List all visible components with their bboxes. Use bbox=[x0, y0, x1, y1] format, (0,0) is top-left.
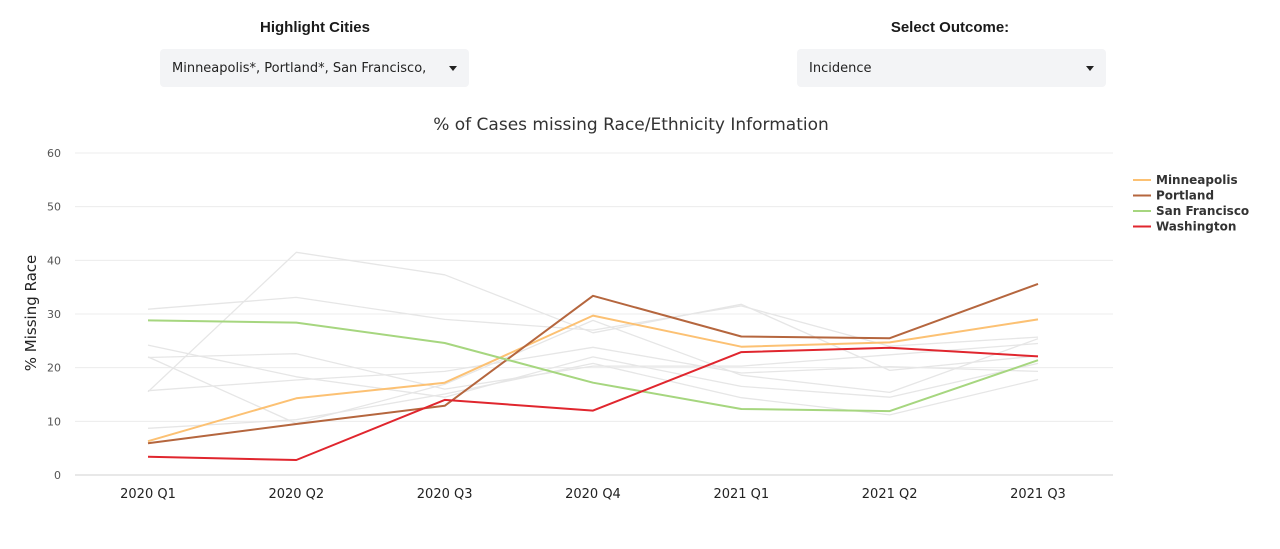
x-tick-label: 2021 Q2 bbox=[862, 487, 918, 502]
missing-race-line-chart: % of Cases missing Race/Ethnicity Inform… bbox=[22, 115, 1249, 502]
y-axis-ticks: 0 10 20 30 40 50 60 bbox=[47, 147, 61, 482]
x-tick-label: 2021 Q3 bbox=[1010, 487, 1066, 502]
y-tick-label: 20 bbox=[47, 362, 61, 375]
san-francisco-line bbox=[147, 319, 1039, 413]
highlight-cities-label: Highlight Cities bbox=[260, 19, 370, 36]
chart-title: % of Cases missing Race/Ethnicity Inform… bbox=[433, 115, 829, 135]
washington-legend-label: Washington bbox=[1156, 220, 1236, 234]
series-8-line bbox=[147, 346, 1039, 392]
y-tick-label: 40 bbox=[47, 254, 61, 267]
series-7-line bbox=[147, 342, 1039, 390]
series-5-line bbox=[147, 296, 1039, 347]
highlight-cities-value: Minneapolis*, Portland*, San Francisco, bbox=[172, 60, 427, 76]
grid-lines bbox=[75, 152, 1113, 476]
series-6-line bbox=[147, 344, 1039, 398]
washington-line bbox=[147, 346, 1039, 461]
series-4-line bbox=[147, 251, 1039, 393]
portland-legend-label: Portland bbox=[1156, 189, 1214, 203]
x-axis-ticks: 2020 Q1 2020 Q2 2020 Q3 2020 Q4 2021 Q1 2021 … bbox=[120, 487, 1066, 502]
portland-line bbox=[147, 282, 1039, 445]
x-tick-label: 2020 Q1 bbox=[120, 487, 176, 502]
highlighted-series bbox=[147, 282, 1039, 461]
y-axis-label: % Missing Race bbox=[22, 255, 40, 371]
caret-down-icon bbox=[1086, 65, 1094, 71]
x-tick-label: 2020 Q2 bbox=[268, 487, 324, 502]
select-outcome-value: Incidence bbox=[809, 60, 872, 76]
san-francisco-legend-label: San Francisco bbox=[1156, 204, 1249, 218]
x-tick-label: 2021 Q1 bbox=[713, 487, 769, 502]
y-tick-label: 60 bbox=[47, 147, 61, 160]
select-outcome-label: Select Outcome: bbox=[890, 19, 1010, 36]
select-outcome-dropdown[interactable]: Incidence bbox=[797, 49, 1106, 87]
y-tick-label: 0 bbox=[54, 469, 61, 482]
x-tick-label: 2020 Q4 bbox=[565, 487, 621, 502]
minneapolis-line bbox=[147, 314, 1039, 443]
y-tick-label: 30 bbox=[47, 308, 61, 321]
y-tick-label: 50 bbox=[47, 201, 61, 214]
minneapolis-legend-label: Minneapolis bbox=[1156, 173, 1238, 187]
x-tick-label: 2020 Q3 bbox=[417, 487, 473, 502]
caret-down-icon bbox=[449, 65, 457, 71]
series-9-line bbox=[147, 362, 1039, 429]
series-10-line bbox=[147, 319, 1039, 425]
highlight-cities-dropdown[interactable]: Minneapolis*, Portland*, San Francisco, bbox=[160, 49, 469, 87]
y-tick-label: 10 bbox=[47, 415, 61, 428]
